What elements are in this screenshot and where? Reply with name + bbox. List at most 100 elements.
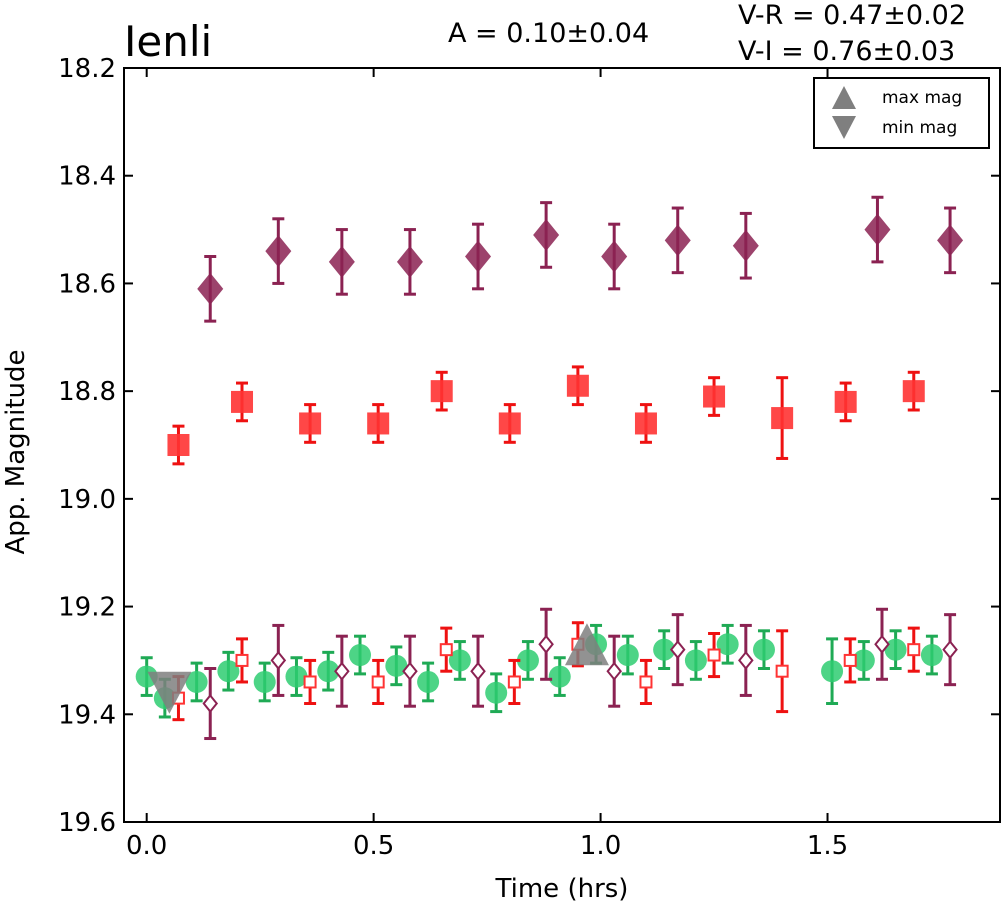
data-point-circle-filled <box>253 670 276 693</box>
data-point-diamond-filled <box>533 218 560 251</box>
data-point-circle-filled <box>385 654 408 677</box>
y-tick-label: 19.6 <box>58 808 116 838</box>
data-point-circle-filled <box>884 638 907 661</box>
data-point-square-filled <box>902 380 925 403</box>
y-tick-label: 18.8 <box>58 377 116 407</box>
data-point-circle-filled <box>317 660 340 683</box>
data-point-diamond-filled <box>601 240 628 273</box>
data-point-diamond-open <box>402 661 418 681</box>
data-point-square-open <box>303 675 317 689</box>
data-point-circle-filled <box>548 665 571 688</box>
data-point-square-filled <box>231 390 254 413</box>
min-mag-legend-icon <box>832 116 856 139</box>
data-point-square-open <box>507 675 521 689</box>
series-square-filled <box>167 365 925 466</box>
data-point-diamond-filled <box>937 224 964 257</box>
y-axis-label: App. Magnitude <box>1 349 31 554</box>
data-point-circle-filled <box>653 638 676 661</box>
data-point-circle-filled <box>349 644 372 667</box>
data-point-square-filled <box>498 412 521 435</box>
x-axis-label: Time (hrs) <box>495 874 629 904</box>
data-point-diamond-open <box>270 650 287 671</box>
y-tick-label: 19.4 <box>58 700 116 730</box>
data-point-square-open <box>707 648 721 662</box>
data-point-diamond-open <box>538 634 554 654</box>
data-marks <box>135 195 964 741</box>
data-point-circle-filled <box>920 644 943 667</box>
data-point-square-open <box>775 664 789 678</box>
data-point-diamond-open <box>874 634 890 654</box>
y-tick-label: 19.0 <box>58 485 116 515</box>
data-point-square-filled <box>566 374 589 397</box>
legend: max mag min mag <box>813 77 990 149</box>
data-point-circle-filled <box>752 638 775 661</box>
series-diamond-filled <box>197 195 964 323</box>
data-point-circle-filled <box>185 670 208 693</box>
data-point-circle-filled <box>616 644 639 667</box>
data-point-diamond-filled <box>864 213 891 246</box>
amplitude-annotation: A = 0.10±0.04 <box>448 18 649 49</box>
data-point-square-filled <box>430 380 453 403</box>
data-point-diamond-filled <box>328 245 355 278</box>
legend-label-min: min mag <box>882 118 957 138</box>
x-tick-label: 0.0 <box>126 831 167 861</box>
data-point-diamond-open <box>669 640 686 660</box>
data-point-square-open <box>439 643 453 657</box>
data-point-diamond-open <box>202 693 219 714</box>
data-point-square-filled <box>167 434 190 456</box>
data-point-diamond-open <box>606 661 622 681</box>
max-mag-legend-icon <box>832 86 856 109</box>
data-point-diamond-filled <box>732 229 759 262</box>
data-point-circle-filled <box>217 660 240 683</box>
data-point-circle-filled <box>448 649 471 672</box>
x-tick-label: 1.5 <box>807 831 848 861</box>
data-point-square-filled <box>834 390 857 413</box>
data-point-square-open <box>639 675 653 689</box>
x-tick-label: 0.5 <box>353 831 394 861</box>
data-point-diamond-filled <box>396 245 423 278</box>
data-point-circle-filled <box>821 660 844 683</box>
data-point-diamond-filled <box>465 240 492 273</box>
data-point-circle-filled <box>417 670 440 693</box>
axis-ticks: 0.0 0.5 1.0 1.5 18.2 18.4 18.6 18.8 19.0 19.2 19.4… <box>58 54 1000 861</box>
data-point-circle-filled <box>716 633 739 656</box>
y-tick-label: 18.6 <box>58 269 116 299</box>
x-tick-label: 1.0 <box>580 831 621 861</box>
data-point-square-open <box>371 675 385 689</box>
data-point-circle-filled <box>852 649 875 672</box>
chart-title: Ienli <box>124 17 212 66</box>
data-point-triangle-up <box>564 623 609 666</box>
y-tick-label: 19.2 <box>58 593 116 623</box>
y-tick-label: 18.2 <box>58 54 116 84</box>
legend-label-max: max mag <box>882 88 962 108</box>
data-point-square-filled <box>634 412 657 435</box>
data-point-circle-filled <box>684 649 707 672</box>
data-point-diamond-filled <box>197 272 224 305</box>
data-point-diamond-open <box>942 640 958 660</box>
data-point-square-open <box>235 653 249 667</box>
data-point-square-filled <box>299 412 322 435</box>
data-point-square-open <box>907 643 921 657</box>
data-point-square-filled <box>703 385 726 408</box>
series-triangle-down <box>147 671 192 714</box>
data-point-diamond-open <box>470 661 486 681</box>
data-point-square-filled <box>771 407 794 430</box>
data-point-circle-filled <box>516 649 539 672</box>
v-i-annotation: V-I = 0.76±0.03 <box>738 36 955 67</box>
data-point-diamond-filled <box>664 224 691 257</box>
data-point-diamond-open <box>334 661 350 681</box>
plot-frame <box>123 67 1001 823</box>
data-point-square-open <box>843 653 857 667</box>
series-diamond-open <box>202 607 958 741</box>
data-point-circle-filled <box>485 681 508 704</box>
y-tick-label: 18.4 <box>58 162 116 192</box>
data-point-triangle-down <box>147 671 192 714</box>
data-point-diamond-open <box>738 650 754 671</box>
data-point-diamond-filled <box>265 235 292 268</box>
data-point-circle-filled <box>135 665 158 688</box>
series-triangle-up <box>564 623 609 666</box>
v-r-annotation: V-R = 0.47±0.02 <box>738 0 966 31</box>
data-point-circle-filled <box>285 665 308 688</box>
